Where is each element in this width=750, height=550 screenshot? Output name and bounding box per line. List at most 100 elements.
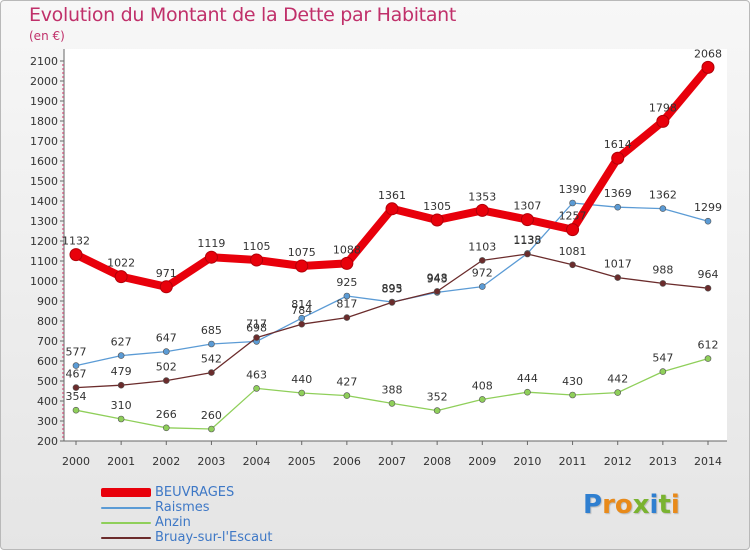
data-point [520, 213, 534, 227]
x-tick-label: 2007 [378, 455, 406, 468]
y-tick-label: 500 [37, 375, 58, 388]
legend-label: BEUVRAGES [155, 485, 235, 500]
data-point [298, 389, 306, 397]
data-label: 408 [472, 379, 493, 392]
data-point [385, 202, 399, 216]
data-point [295, 259, 309, 273]
x-tick-label: 2006 [333, 455, 361, 468]
chart-subtitle: (en €) [29, 29, 65, 43]
x-tick-label: 2013 [649, 455, 677, 468]
data-label: 430 [562, 375, 583, 388]
data-label: 1022 [107, 257, 135, 270]
y-tick-label: 1000 [30, 275, 58, 288]
data-label: 925 [336, 276, 357, 289]
x-tick-label: 2014 [694, 455, 722, 468]
x-tick-label: 2002 [152, 455, 180, 468]
y-tick-label: 1400 [30, 195, 58, 208]
data-point [659, 368, 667, 375]
x-tick-label: 2005 [288, 455, 316, 468]
y-tick-label: 800 [37, 315, 58, 328]
x-tick-label: 2008 [423, 455, 451, 468]
y-tick-label: 1200 [30, 235, 58, 248]
logo-letter: x [632, 490, 650, 520]
logo-letter: i [670, 490, 680, 520]
data-point [611, 151, 625, 165]
data-point [162, 348, 170, 355]
logo-letter: i [649, 490, 659, 520]
data-point [704, 217, 712, 225]
data-label: 388 [382, 383, 403, 396]
data-label: 1369 [604, 187, 632, 200]
data-label: 1798 [649, 101, 677, 114]
data-label: 1390 [559, 183, 587, 196]
data-point [478, 257, 486, 264]
y-tick-label: 1100 [30, 255, 58, 268]
y-tick-label: 1600 [30, 155, 58, 168]
y-tick-label: 900 [37, 295, 58, 308]
legend-item: Bruay-sur-l'Escaut [101, 530, 272, 545]
data-label: 1257 [559, 210, 587, 223]
data-label: 266 [156, 408, 177, 421]
logo-letter: P [583, 490, 603, 520]
data-point [614, 389, 622, 396]
data-label: 698 [246, 321, 267, 334]
legend: BEUVRAGES Raismes Anzin Bruay-sur-l'Escaut [101, 485, 272, 545]
data-label: 612 [698, 339, 719, 352]
data-label: 1299 [694, 201, 722, 214]
y-tick-label: 1900 [30, 95, 58, 108]
y-tick-label: 200 [37, 435, 58, 448]
data-label: 964 [698, 268, 719, 281]
data-point [117, 352, 125, 359]
x-tick-label: 2012 [604, 455, 632, 468]
legend-label: Raismes [155, 500, 210, 515]
data-label: 2068 [694, 47, 722, 60]
data-point [475, 203, 489, 217]
data-label: 988 [652, 263, 673, 276]
data-point [69, 248, 83, 262]
data-point [569, 199, 576, 207]
legend-swatch [101, 506, 151, 509]
data-point [208, 369, 215, 376]
data-label: 948 [427, 271, 448, 284]
data-point [253, 385, 260, 392]
data-point [659, 205, 667, 212]
y-tick-label: 2000 [30, 75, 58, 88]
legend-swatch [101, 521, 151, 524]
data-point [298, 320, 306, 328]
data-label: 1088 [333, 243, 361, 256]
data-label: 310 [111, 399, 132, 412]
data-point [250, 253, 264, 267]
data-label: 893 [382, 282, 403, 295]
legend-swatch [101, 488, 151, 497]
data-point [72, 384, 80, 391]
logo-letter: t [658, 490, 671, 520]
x-tick-label: 2009 [468, 455, 496, 468]
plot-area [64, 49, 727, 441]
data-point [340, 256, 354, 270]
data-label: 817 [336, 298, 357, 311]
data-point [117, 381, 125, 389]
data-label: 717 [246, 318, 267, 331]
data-label: 685 [201, 324, 222, 337]
data-label: 1132 [62, 235, 90, 248]
y-tick-label: 400 [37, 395, 58, 408]
data-point [433, 288, 441, 295]
data-label: 1103 [468, 240, 496, 253]
legend-label: Anzin [155, 515, 191, 530]
data-label: 971 [156, 267, 177, 280]
data-point [253, 334, 260, 341]
data-label: 647 [156, 332, 177, 345]
data-point [343, 392, 351, 399]
data-point [614, 274, 622, 281]
data-point [114, 270, 128, 284]
data-point [430, 213, 444, 227]
data-label: 1361 [378, 189, 406, 202]
y-tick-label: 1700 [30, 135, 58, 148]
x-tick-label: 2011 [559, 455, 587, 468]
data-point [343, 292, 351, 300]
data-label: 1119 [197, 237, 225, 250]
data-point [659, 280, 667, 287]
data-point [117, 415, 125, 423]
data-label: 1305 [423, 200, 451, 213]
